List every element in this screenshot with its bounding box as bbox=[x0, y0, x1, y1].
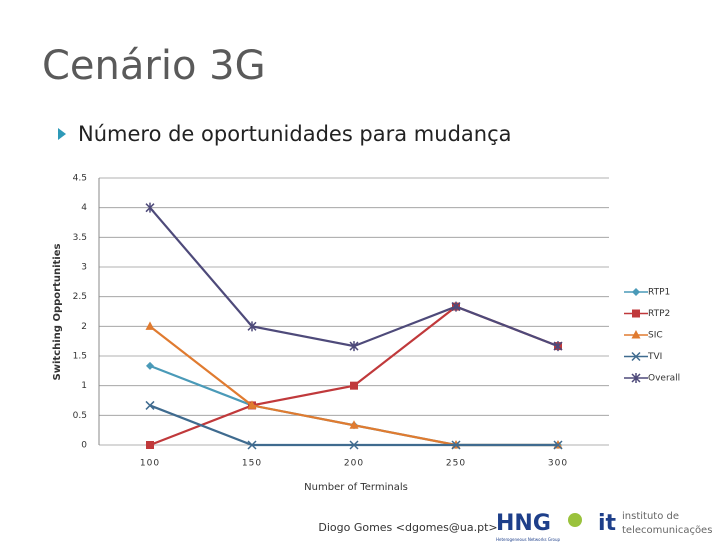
y-tick-label: 0 bbox=[81, 441, 87, 451]
series-line bbox=[149, 364, 558, 447]
data-point bbox=[247, 400, 257, 409]
logo-hng-sub: Heterogeneous Networks Group bbox=[496, 537, 561, 542]
y-tick-label: 2.5 bbox=[73, 292, 87, 302]
data-point bbox=[553, 440, 563, 450]
y-tick-label: 4.5 bbox=[73, 174, 87, 184]
legend-label: RTP2 bbox=[648, 309, 670, 319]
slide-title: Cenário 3G bbox=[42, 43, 266, 89]
data-point bbox=[451, 440, 461, 450]
legend-marker bbox=[631, 373, 641, 383]
y-tick-label: 1 bbox=[81, 381, 87, 391]
x-tick-label: 300 bbox=[548, 459, 568, 469]
legend-marker bbox=[632, 288, 640, 296]
data-point bbox=[145, 400, 155, 410]
legend-label: TVI bbox=[647, 352, 662, 362]
y-tick-label: 3 bbox=[81, 263, 87, 273]
y-axis-label: Switching Opportunities bbox=[52, 244, 63, 381]
x-tick-label: 150 bbox=[242, 459, 262, 469]
footer: Diogo Gomes <dgomes@ua.pt> bbox=[318, 521, 497, 534]
x-tick-label: 250 bbox=[446, 459, 466, 469]
data-point bbox=[553, 341, 563, 352]
y-tick-label: 3.5 bbox=[73, 233, 87, 243]
legend-marker bbox=[632, 309, 640, 318]
x-tick-label: 100 bbox=[140, 459, 160, 469]
y-tick-label: 4 bbox=[81, 203, 87, 213]
legend-label: RTP1 bbox=[648, 288, 670, 298]
x-axis-label: Number of Terminals bbox=[304, 482, 408, 493]
data-point bbox=[145, 202, 155, 213]
logo-dot bbox=[568, 513, 582, 527]
y-tick-label: 1.5 bbox=[73, 352, 87, 362]
logo-it-1: instituto de bbox=[622, 511, 679, 522]
logo-it-mark: it bbox=[598, 511, 617, 536]
data-point bbox=[350, 381, 358, 390]
data-point bbox=[349, 420, 359, 429]
data-point bbox=[349, 341, 359, 352]
legend-marker bbox=[631, 330, 641, 339]
data-point bbox=[451, 301, 461, 312]
x-tick-label: 200 bbox=[344, 459, 364, 469]
data-point bbox=[349, 440, 359, 450]
data-point bbox=[145, 321, 155, 330]
series-line bbox=[149, 206, 559, 348]
data-point bbox=[146, 361, 154, 370]
legend-marker bbox=[631, 351, 641, 362]
logo-it-2: telecomunicações bbox=[622, 525, 712, 536]
y-tick-label: 0.5 bbox=[73, 411, 87, 421]
y-tick-label: 2 bbox=[81, 322, 87, 332]
data-point bbox=[146, 441, 154, 449]
bullet-icon bbox=[58, 128, 66, 140]
logo-hng: HNG bbox=[496, 511, 551, 536]
legend-label: SIC bbox=[648, 331, 663, 341]
data-point bbox=[247, 440, 257, 450]
data-point bbox=[247, 321, 257, 332]
legend-label: Overall bbox=[648, 374, 680, 384]
bullet-text: Número de oportunidades para mudança bbox=[78, 122, 512, 146]
